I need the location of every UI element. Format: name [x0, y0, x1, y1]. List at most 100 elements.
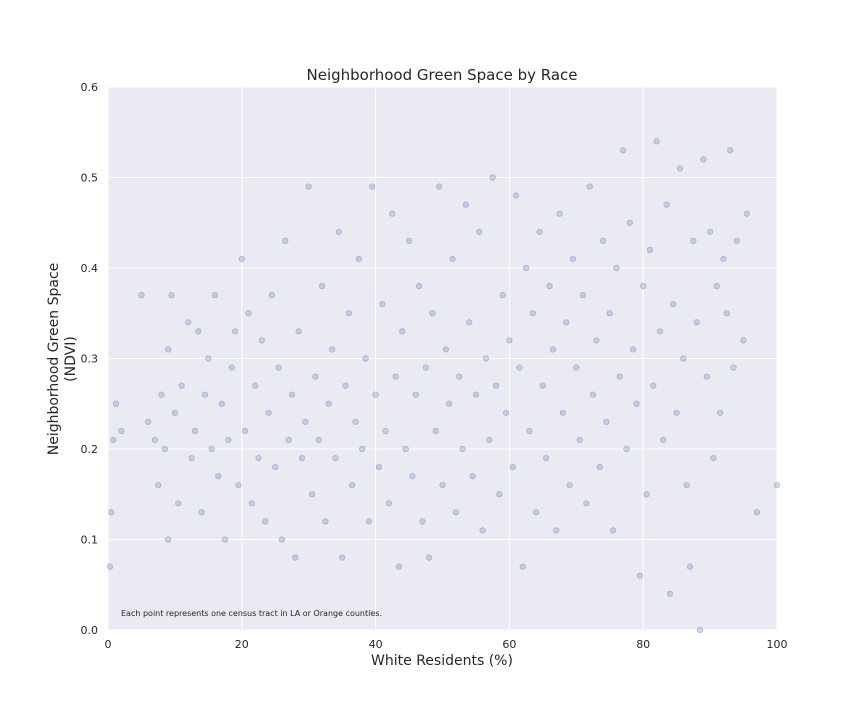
data-point: [496, 491, 503, 498]
chart-title: Neighborhood Green Space by Race: [307, 66, 578, 84]
data-point: [345, 310, 352, 317]
data-point: [235, 482, 242, 489]
data-point: [626, 219, 633, 226]
data-point: [412, 391, 419, 398]
data-point: [710, 454, 717, 462]
data-point: [690, 237, 697, 244]
data-point: [773, 482, 781, 489]
data-point: [706, 228, 714, 235]
data-point: [242, 427, 249, 435]
data-point: [429, 310, 436, 317]
data-point: [609, 527, 617, 534]
data-point: [512, 192, 520, 199]
chart-annotation: Each point represents one census tract i…: [121, 609, 382, 618]
data-point: [516, 364, 523, 371]
data-point: [442, 346, 449, 353]
data-point: [656, 328, 664, 335]
data-point: [720, 255, 727, 263]
data-point: [392, 373, 399, 380]
data-point: [292, 554, 299, 561]
data-point: [680, 355, 687, 362]
data-point: [660, 436, 667, 444]
data-point: [583, 500, 590, 507]
data-point: [469, 473, 476, 480]
y-tick-label: 0.2: [81, 443, 99, 456]
data-point: [683, 482, 690, 489]
data-point: [586, 183, 593, 190]
data-point: [466, 319, 473, 326]
data-point: [265, 409, 272, 416]
data-point: [165, 536, 172, 543]
y-tick-label: 0.5: [81, 172, 99, 185]
data-point: [593, 337, 600, 344]
data-point: [308, 491, 316, 498]
data-point: [258, 337, 265, 344]
data-point: [191, 427, 199, 435]
data-point: [526, 427, 533, 435]
data-point: [523, 264, 530, 272]
data-point: [178, 382, 185, 389]
data-point: [650, 382, 657, 389]
data-point: [201, 391, 209, 398]
y-tick-label: 0.3: [81, 353, 99, 366]
data-point: [369, 183, 376, 190]
y-tick-label: 0.4: [81, 262, 99, 275]
data-point: [439, 482, 446, 489]
data-point: [355, 255, 362, 263]
data-point: [185, 319, 192, 326]
data-point: [208, 445, 215, 453]
data-point: [275, 364, 282, 371]
data-point: [238, 255, 245, 263]
data-point: [288, 391, 296, 398]
data-point: [499, 292, 506, 299]
data-point: [479, 527, 486, 534]
data-point: [168, 292, 175, 299]
data-point: [723, 310, 730, 317]
data-point: [362, 355, 369, 362]
x-tick-labels: 0 20 40 60 80 100: [105, 638, 788, 651]
data-point: [118, 427, 125, 435]
data-point: [228, 364, 235, 371]
data-point: [419, 518, 426, 525]
data-point: [285, 436, 292, 444]
data-point: [482, 355, 490, 362]
data-point: [402, 445, 409, 453]
x-tick-label: 60: [502, 638, 516, 651]
data-point: [486, 436, 493, 444]
data-point: [108, 509, 115, 516]
data-point: [151, 436, 158, 444]
data-point: [198, 509, 205, 516]
data-point: [730, 364, 737, 371]
data-point: [382, 427, 389, 435]
grid-lines: [107, 86, 778, 631]
data-point: [573, 364, 580, 371]
y-axis-title-line-2: (NDVI): [63, 336, 79, 382]
data-point: [312, 373, 319, 380]
data-point: [533, 509, 540, 516]
data-point: [476, 228, 483, 235]
data-point: [318, 283, 326, 290]
data-point: [195, 328, 202, 335]
data-point: [489, 174, 496, 181]
data-point: [636, 572, 643, 579]
data-point: [733, 237, 740, 244]
data-point: [339, 554, 346, 561]
data-point: [472, 391, 480, 398]
data-point: [325, 400, 332, 407]
data-point: [252, 382, 259, 389]
data-point: [556, 210, 563, 217]
data-point: [359, 445, 366, 453]
data-point: [305, 183, 312, 190]
data-point: [232, 328, 239, 335]
data-point: [536, 228, 543, 235]
data-point: [405, 237, 413, 244]
data-point: [676, 165, 684, 172]
data-point: [422, 364, 429, 371]
data-point: [218, 400, 225, 407]
data-point: [211, 292, 219, 299]
data-point: [539, 382, 546, 389]
data-point: [262, 518, 269, 525]
data-point: [138, 292, 145, 299]
data-point: [740, 337, 747, 344]
data-point: [623, 445, 630, 453]
